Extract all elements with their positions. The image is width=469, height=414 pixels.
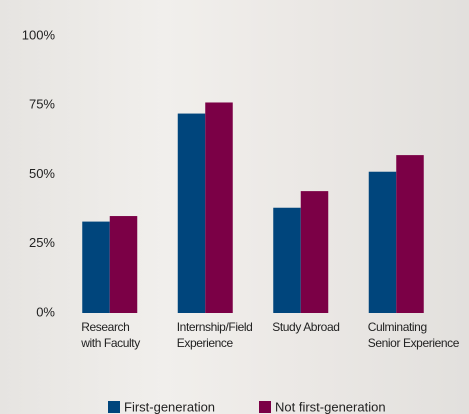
x-tick-label: Culminating: [368, 320, 427, 334]
x-tick-label: Study Abroad: [272, 320, 339, 334]
legend-label: Not first-generation: [275, 399, 386, 414]
y-tick-label: 75%: [29, 97, 55, 112]
x-tick-label: Internship/Field: [177, 320, 253, 334]
bar: [396, 155, 424, 313]
y-tick-label: 100%: [22, 27, 56, 42]
legend-swatch: [108, 401, 120, 413]
y-tick-label: 50%: [29, 166, 55, 181]
x-tick-label: with Faculty: [80, 336, 140, 350]
legend-label: First-generation: [124, 399, 215, 414]
x-tick-label: Experience: [177, 336, 234, 350]
y-tick-label: 25%: [29, 235, 55, 250]
x-tick-label: Research: [81, 320, 129, 334]
bar: [301, 191, 329, 313]
page: 0% 25% 50% 75% 100% Research with Faculty Inter…: [0, 0, 469, 414]
legend-swatch: [259, 401, 271, 413]
bar: [110, 216, 138, 313]
bar: [82, 222, 110, 313]
chart: 0% 25% 50% 75% 100% Research with Faculty Inter…: [0, 0, 469, 414]
x-tick-label: Senior Experience: [368, 336, 460, 350]
bar: [273, 208, 301, 313]
y-tick-label: 0%: [36, 304, 55, 319]
bar: [369, 172, 397, 313]
bar: [178, 114, 206, 313]
bar: [205, 102, 233, 313]
